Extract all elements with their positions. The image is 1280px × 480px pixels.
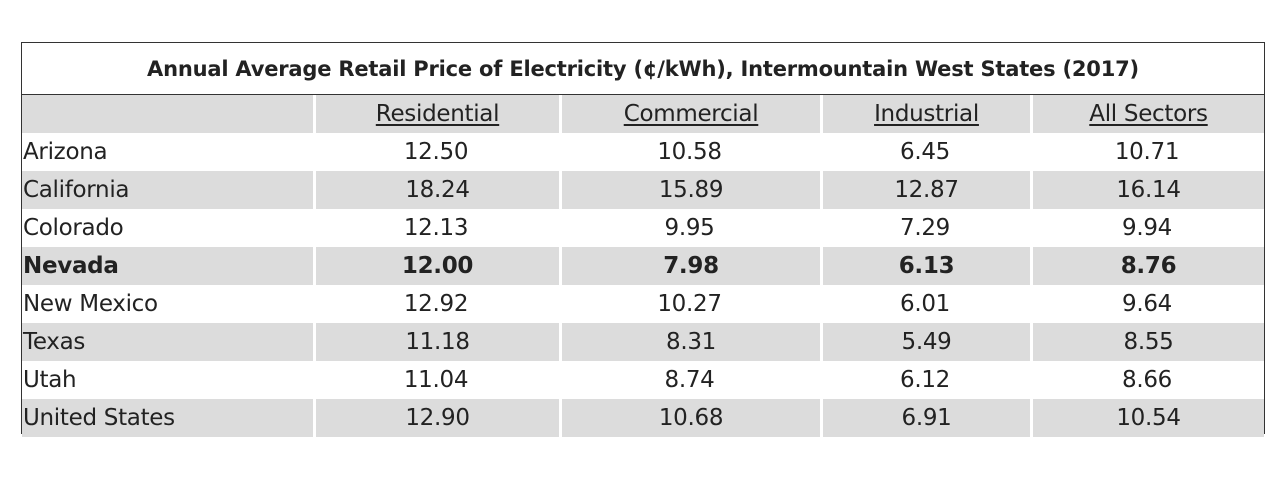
header-blank-cell <box>22 95 313 133</box>
row-name: Texas <box>23 329 86 355</box>
table-row-texas: Texas 11.18 8.31 5.49 8.55 <box>22 323 1264 361</box>
residential-value: 12.00 <box>313 247 559 285</box>
table-header-row: Residential Commercial Industrial All Se… <box>22 95 1264 133</box>
table-row-utah: Utah 11.04 8.74 6.12 8.66 <box>22 361 1264 399</box>
residential-value: 11.04 <box>403 367 469 393</box>
industrial-value: 6.01 <box>899 291 950 317</box>
all-sectors-value: 9.64 <box>1121 291 1172 317</box>
residential-value: 12.90 <box>313 399 559 437</box>
industrial-value: 6.91 <box>820 399 1030 437</box>
row-name: Utah <box>23 367 77 393</box>
residential-value: 12.92 <box>403 291 469 317</box>
table-row-arizona: Arizona 12.50 10.58 6.45 10.71 <box>22 133 1264 171</box>
header-residential-label: Residential <box>375 101 500 127</box>
header-all-sectors-label: All Sectors <box>1089 101 1208 127</box>
all-sectors-value: 9.94 <box>1121 215 1172 241</box>
commercial-value: 10.58 <box>657 139 722 165</box>
industrial-value: 5.49 <box>820 323 1030 361</box>
table-row-colorado: Colorado 12.13 9.95 7.29 9.94 <box>22 209 1264 247</box>
header-residential: Residential <box>313 95 559 133</box>
electricity-price-table: Annual Average Retail Price of Electrici… <box>21 42 1265 437</box>
commercial-value: 15.89 <box>559 171 820 209</box>
all-sectors-value: 8.76 <box>1030 247 1264 285</box>
industrial-value: 6.12 <box>899 367 950 393</box>
all-sectors-value: 10.54 <box>1030 399 1264 437</box>
all-sectors-value: 8.66 <box>1121 367 1172 393</box>
commercial-value: 10.27 <box>657 291 722 317</box>
row-name: United States <box>23 405 175 431</box>
header-commercial-label: Commercial <box>623 101 759 127</box>
header-all-sectors: All Sectors <box>1030 95 1264 133</box>
commercial-value: 8.74 <box>664 367 715 393</box>
industrial-value: 7.29 <box>899 215 950 241</box>
header-industrial: Industrial <box>820 95 1030 133</box>
commercial-value: 10.68 <box>559 399 820 437</box>
header-commercial: Commercial <box>559 95 820 133</box>
table-row-california: California 18.24 15.89 12.87 16.14 <box>22 171 1264 209</box>
all-sectors-value: 8.55 <box>1030 323 1264 361</box>
residential-value: 11.18 <box>313 323 559 361</box>
industrial-value: 6.45 <box>899 139 950 165</box>
row-name: New Mexico <box>23 291 158 317</box>
row-name: Arizona <box>23 139 108 165</box>
table-row-united-states: United States 12.90 10.68 6.91 10.54 <box>22 399 1264 437</box>
header-industrial-label: Industrial <box>874 101 979 127</box>
all-sectors-value: 16.14 <box>1030 171 1264 209</box>
commercial-value: 8.31 <box>559 323 820 361</box>
commercial-value: 9.95 <box>664 215 715 241</box>
residential-value: 12.50 <box>403 139 469 165</box>
row-name: California <box>23 177 130 203</box>
table-row-nevada: Nevada 12.00 7.98 6.13 8.76 <box>22 247 1264 285</box>
residential-value: 12.13 <box>403 215 469 241</box>
row-name: Nevada <box>23 253 119 279</box>
row-name: Colorado <box>23 215 124 241</box>
table-row-new-mexico: New Mexico 12.92 10.27 6.01 9.64 <box>22 285 1264 323</box>
industrial-value: 12.87 <box>820 171 1030 209</box>
industrial-value: 6.13 <box>820 247 1030 285</box>
table-title: Annual Average Retail Price of Electrici… <box>22 43 1264 95</box>
all-sectors-value: 10.71 <box>1114 139 1180 165</box>
commercial-value: 7.98 <box>559 247 820 285</box>
residential-value: 18.24 <box>313 171 559 209</box>
